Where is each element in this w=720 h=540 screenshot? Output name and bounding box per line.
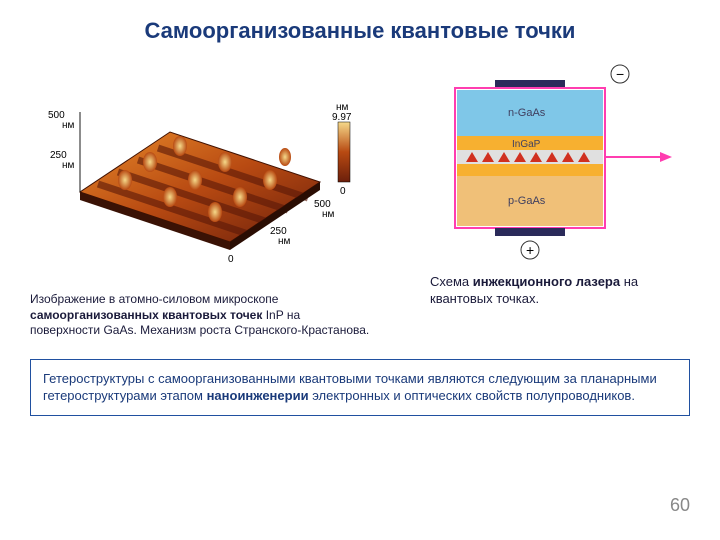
afm-caption: Изображение в атомно-силовом микроскопе … [30, 292, 370, 339]
plus-symbol: + [526, 242, 534, 258]
afm-image: 500 нм 250 нм 0 250 нм 500 нм нм 9.97 0 [30, 62, 370, 282]
layer-p-gaas: p-GaAs [508, 195, 546, 207]
afm-x-0: 0 [228, 254, 234, 265]
afm-y-unit2: нм [62, 160, 75, 171]
laser-caption-bold: инжекционного лазера [473, 274, 620, 289]
afm-x-unit: нм [278, 236, 291, 247]
laser-diagram: − n-GaAs InGaP [400, 62, 680, 262]
minus-symbol: − [616, 66, 624, 82]
afm-caption-p1: Изображение в атомно-силовом микроскопе [30, 292, 278, 306]
laser-caption: Схема инжекционного лазера на квантовых … [390, 274, 690, 308]
afm-svg: 500 нм 250 нм 0 250 нм 500 нм нм 9.97 0 [30, 62, 370, 282]
slide-title: Самоорганизованные квантовые точки [0, 0, 720, 52]
laser-caption-p1: Схема [430, 274, 473, 289]
laser-svg: − n-GaAs InGaP [400, 62, 680, 262]
summary-p2: электронных и оптических свойств полупро… [309, 388, 635, 403]
summary-box: Гетероструктуры с самоорганизованными кв… [30, 359, 690, 416]
right-column: − n-GaAs InGaP [390, 62, 690, 339]
afm-cb-0: 0 [340, 186, 346, 197]
layer-ingap: InGaP [512, 139, 541, 150]
afm-x-unit2: нм [322, 209, 335, 220]
afm-caption-bold: самоорганизованных квантовых точек [30, 308, 262, 322]
page-number: 60 [670, 495, 690, 516]
content-area: 500 нм 250 нм 0 250 нм 500 нм нм 9.97 0 … [0, 52, 720, 339]
afm-y-unit: нм [62, 120, 75, 131]
summary-bold: наноинженерии [207, 388, 309, 403]
afm-cb-val: 9.97 [332, 112, 352, 123]
layer-n-gaas: n-GaAs [508, 107, 546, 119]
left-column: 500 нм 250 нм 0 250 нм 500 нм нм 9.97 0 … [30, 62, 370, 339]
